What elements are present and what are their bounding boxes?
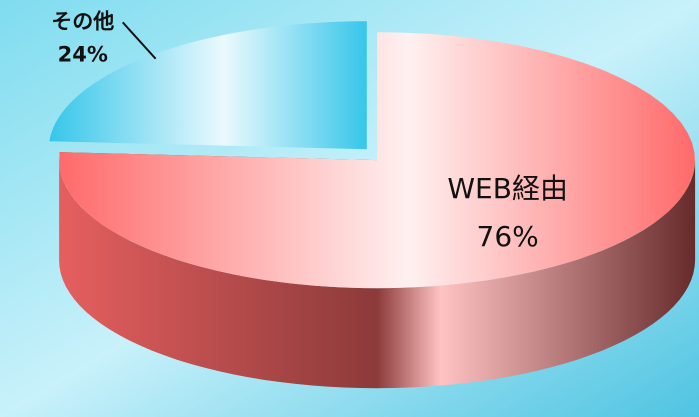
slice-label: WEB経由 <box>447 172 568 205</box>
slice-top <box>59 32 696 289</box>
slice-label: その他 <box>51 9 114 33</box>
slice-top <box>49 21 367 150</box>
value-label: 24% <box>58 42 108 66</box>
slice-side <box>59 160 696 389</box>
slice: その他 24% <box>49 9 367 150</box>
value-label: 76% <box>477 220 539 253</box>
slice: WEB経由 76% <box>59 32 696 389</box>
leader-line <box>121 21 157 60</box>
pie: WEB経由 76% その他 24% <box>49 9 696 389</box>
